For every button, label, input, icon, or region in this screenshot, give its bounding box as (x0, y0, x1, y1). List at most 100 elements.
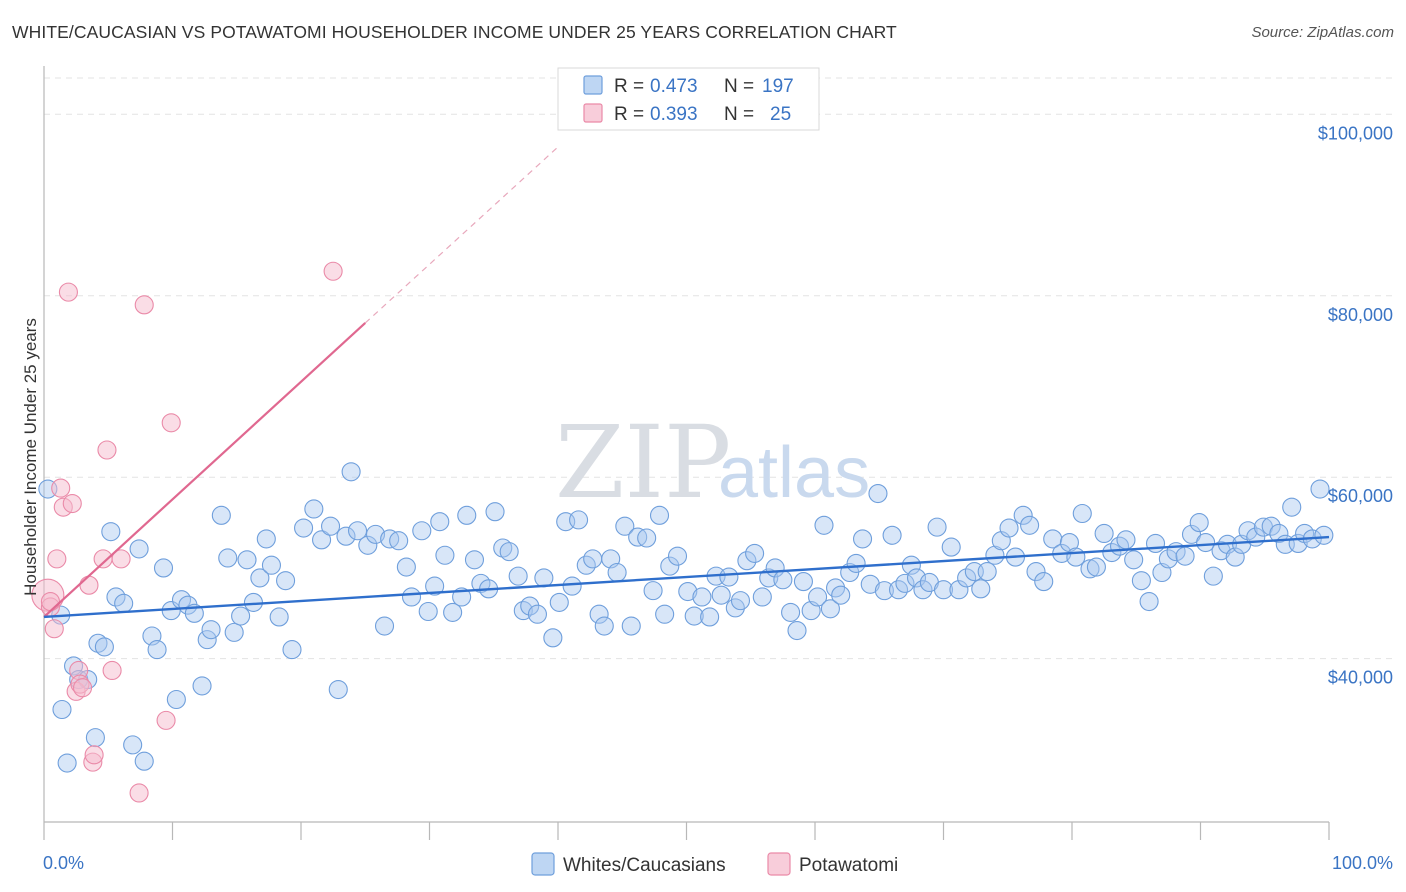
point-whites-45 (341, 462, 361, 482)
point-whites-108 (781, 602, 801, 622)
watermark-zip: ZIP (555, 404, 731, 521)
point-whites-151 (1080, 559, 1100, 579)
legend-n-label-whites: N = (724, 76, 754, 97)
point-whites-140 (999, 518, 1019, 538)
point-whites-55 (418, 601, 438, 622)
x-tick-labels: 0.0% 100.0% (43, 853, 1393, 873)
point-whites-91 (660, 556, 680, 576)
point-whites-76 (562, 576, 582, 596)
point-whites-27 (211, 505, 231, 525)
point-potawatomi-4 (51, 478, 71, 498)
point-potawatomi-16 (97, 440, 117, 460)
point-whites-104 (752, 587, 772, 607)
point-whites-142 (1013, 505, 1033, 525)
point-whites-59 (443, 602, 463, 622)
point-whites-31 (237, 550, 257, 570)
chart-title: WHITE/CAUCASIAN VS POTAWATOMI HOUSEHOLDE… (12, 22, 897, 42)
point-whites-134 (957, 568, 977, 588)
point-whites-96 (700, 607, 720, 627)
point-whites-144 (1026, 562, 1046, 582)
point-potawatomi-2 (44, 619, 64, 639)
point-whites-70 (520, 596, 540, 616)
point-whites-149 (1066, 547, 1086, 567)
point-whites-72 (534, 568, 554, 588)
point-whites-93 (678, 581, 698, 602)
point-whites-10 (101, 522, 121, 542)
point-whites-130 (927, 517, 947, 537)
point-potawatomi-24 (40, 591, 60, 612)
point-whites-152 (1086, 557, 1106, 577)
legend-swatch-potawatomi (583, 103, 603, 123)
point-whites-54 (412, 521, 432, 541)
point-whites-25 (197, 630, 217, 650)
point-whites-13 (123, 735, 143, 755)
point-whites-176 (1261, 516, 1281, 536)
point-whites-14 (129, 539, 149, 559)
point-whites-113 (814, 515, 834, 535)
point-whites-109 (787, 621, 807, 641)
point-whites-30 (231, 606, 251, 626)
point-potawatomi-15 (93, 549, 113, 569)
point-whites-38 (282, 640, 302, 660)
point-whites-156 (1116, 530, 1136, 550)
point-potawatomi-23 (323, 261, 343, 281)
point-whites-66 (493, 538, 513, 558)
point-whites-71 (527, 604, 547, 624)
point-whites-136 (971, 579, 991, 599)
point-whites-62 (464, 550, 485, 570)
point-whites-157 (1124, 550, 1144, 570)
point-whites-116 (831, 585, 851, 605)
point-whites-34 (256, 529, 276, 549)
point-whites-112 (808, 587, 828, 607)
point-whites-94 (684, 606, 704, 626)
point-whites-177 (1269, 523, 1289, 544)
x-tick-label-0: 0.0% (43, 853, 84, 873)
point-whites-154 (1102, 542, 1122, 563)
point-whites-120 (860, 574, 880, 594)
point-whites-162 (1158, 549, 1178, 569)
point-whites-102 (737, 551, 757, 571)
point-whites-65 (485, 502, 505, 522)
bottom-legend: Whites/Caucasians Potawatomi (531, 852, 898, 876)
point-whites-164 (1175, 546, 1195, 566)
point-whites-159 (1139, 591, 1159, 612)
point-whites-160 (1145, 533, 1166, 554)
point-whites-137 (977, 562, 997, 582)
point-whites-81 (594, 616, 614, 636)
point-whites-88 (643, 581, 663, 601)
bottom-legend-label-potawatomi: Potawatomi (799, 855, 898, 876)
point-whites-24 (192, 676, 212, 696)
point-whites-89 (649, 505, 670, 525)
point-whites-47 (358, 535, 378, 555)
point-whites-122 (874, 581, 894, 601)
point-whites-145 (1034, 572, 1054, 592)
point-whites-52 (396, 557, 416, 577)
point-whites-83 (607, 562, 627, 583)
point-whites-20 (166, 689, 186, 710)
point-whites-90 (655, 604, 675, 624)
trend-lines (43, 146, 1330, 619)
legend-swatch-whites (583, 75, 603, 95)
point-whites-150 (1072, 503, 1092, 524)
data-points (31, 261, 1334, 803)
point-whites-67 (499, 542, 519, 562)
point-potawatomi-22 (161, 413, 181, 433)
point-whites-74 (549, 592, 569, 612)
point-whites-77 (569, 510, 589, 530)
y-tick-label-0: $40,000 (1328, 668, 1393, 688)
y-tick-label-1: $60,000 (1328, 486, 1393, 506)
legend-r-label-potawatomi: R = (614, 104, 644, 125)
point-whites-133 (949, 580, 969, 600)
point-whites-107 (773, 570, 793, 590)
bottom-legend-swatch-potawatomi (767, 852, 791, 876)
point-potawatomi-14 (84, 745, 104, 765)
point-potawatomi-20 (134, 295, 154, 315)
point-whites-171 (1225, 547, 1245, 567)
point-potawatomi-17 (102, 660, 122, 681)
legend-n-value-potawatomi: 25 (770, 104, 791, 125)
point-whites-51 (389, 531, 409, 551)
point-whites-127 (906, 568, 927, 588)
point-whites-33 (250, 568, 270, 588)
bottom-legend-label-whites: Whites/Caucasians (563, 855, 726, 876)
point-whites-110 (793, 572, 813, 592)
